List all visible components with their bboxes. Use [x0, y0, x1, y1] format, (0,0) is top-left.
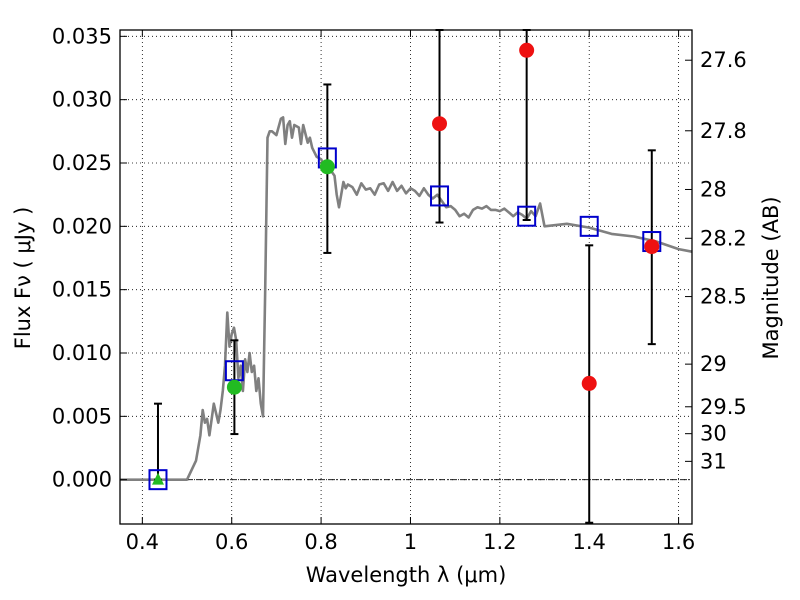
magnitude-tick-label: 29.5 — [700, 395, 747, 419]
magnitude-tick-label: 27.8 — [700, 119, 747, 143]
model-band-square — [148, 469, 168, 491]
magnitude-tick-label: 29 — [700, 352, 727, 376]
y-tick-label: 0.010 — [52, 341, 112, 365]
y-tick-label: 0.005 — [52, 404, 112, 428]
y-tick-label: 0.035 — [52, 24, 112, 48]
observed-point-red — [644, 239, 660, 255]
plot-frame — [119, 29, 693, 525]
x-tick-label: 0.8 — [304, 530, 337, 554]
x-tick-label: 1.6 — [662, 530, 695, 554]
magnitude-axis-label: Magnitude (AB) — [759, 196, 783, 359]
y-axis-ticks: 0.000 0.005 0.010 0.015 0.020 0.025 0.030 0.035 — [52, 24, 127, 492]
x-tick-label: 1.2 — [483, 530, 516, 554]
y-tick-label: 0.015 — [52, 278, 112, 302]
grid-lines — [120, 30, 692, 524]
y-tick-label: 0.020 — [52, 214, 112, 238]
model-sed — [120, 116, 693, 482]
magnitude-tick-label: 28.5 — [700, 285, 747, 309]
y-tick-label: 0.000 — [52, 468, 112, 492]
x-tick-label: 1 — [404, 530, 417, 554]
x-tick-label: 0.4 — [126, 530, 159, 554]
magnitude-tick-label: 31 — [700, 449, 727, 473]
model-sed-line — [120, 116, 693, 482]
data-markers — [148, 42, 662, 491]
magnitude-axis-ticks: 27.6 27.8 28 28.2 28.5 29 29.5 30 31 — [685, 48, 747, 473]
x-axis-ticks: 0.4 0.6 0.8 1 1.2 1.4 1.6 — [126, 30, 695, 554]
observed-point-green — [319, 159, 335, 175]
magnitude-tick-label: 28 — [700, 177, 727, 201]
upper-limit-triangle — [151, 472, 164, 485]
model-band-square — [517, 205, 537, 227]
observed-point-red — [432, 116, 448, 132]
x-tick-label: 1.4 — [573, 530, 606, 554]
y-tick-label: 0.030 — [52, 88, 112, 112]
observed-point-red — [519, 42, 535, 58]
y-axis-label: Flux Fν ( μJy ) — [11, 207, 35, 350]
error-bars — [153, 29, 656, 524]
magnitude-tick-label: 28.2 — [700, 226, 747, 250]
x-tick-label: 0.6 — [215, 530, 248, 554]
model-band-square — [579, 215, 599, 237]
magnitude-tick-label: 30 — [700, 422, 727, 446]
magnitude-tick-label: 27.6 — [700, 48, 747, 72]
model-band-square — [430, 185, 450, 207]
observed-point-red — [581, 375, 597, 391]
observed-point-green — [226, 379, 242, 395]
x-axis-label: Wavelength λ (μm) — [306, 563, 507, 587]
y-tick-label: 0.025 — [52, 151, 112, 175]
